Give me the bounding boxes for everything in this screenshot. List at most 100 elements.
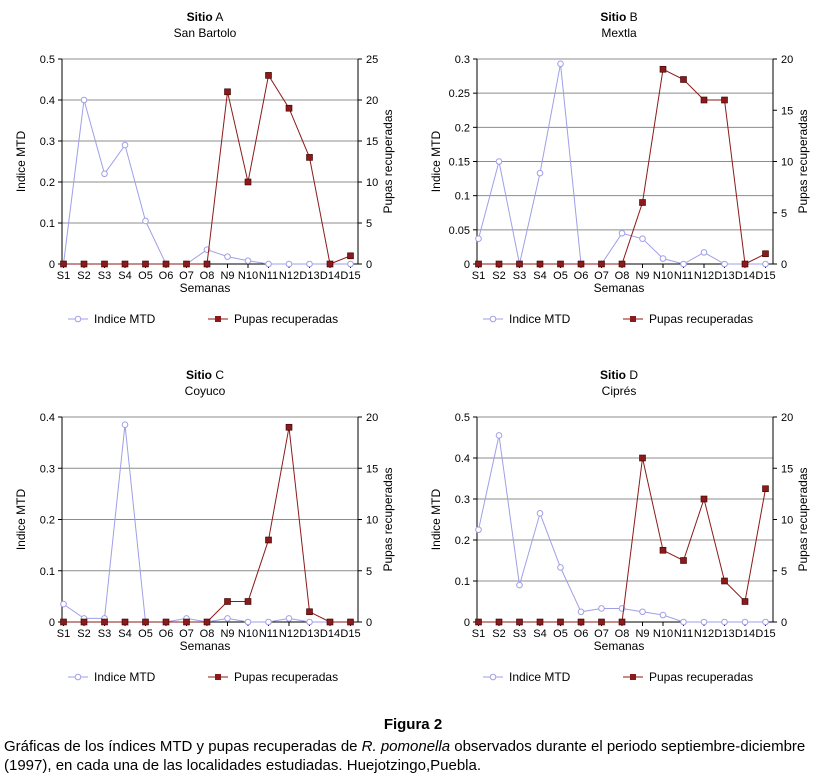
chart-c-x-tick-label: S4	[118, 628, 131, 640]
chart-b-legend-mtd-marker	[489, 315, 497, 323]
chart-d-pupas-point	[557, 618, 564, 626]
chart-c-x-tick-label: O5	[138, 628, 153, 640]
chart-b-title: Sitio B	[600, 10, 637, 24]
chart-a-pupas-point	[121, 260, 129, 268]
chart-a-pupas-point	[224, 88, 231, 96]
chart-d-mtd-point	[659, 611, 667, 619]
chart-b-x-tick-label: O7	[594, 270, 609, 282]
chart-b-subtitle: Mextla	[601, 26, 637, 40]
chart-a-mtd-point	[224, 253, 231, 260]
chart-d-title: Sitio D	[600, 368, 638, 382]
chart-a-x-tick-label: N12	[279, 270, 299, 282]
chart-d-left-tick-label: 0.1	[455, 576, 470, 588]
chart-d-right-tick-label: 20	[781, 412, 793, 424]
chart-b-pupas-point	[598, 260, 605, 268]
chart-c-x-tick-label: O6	[159, 628, 174, 640]
chart-c-x-tick-label: S1	[57, 628, 70, 640]
chart-b-right-tick-label: 15	[781, 105, 793, 117]
chart-c-legend-pupas-marker	[215, 674, 221, 680]
chart-c-mtd-point	[60, 600, 67, 608]
chart-a-x-tick-label: O8	[200, 270, 215, 282]
chart-b-left-tick-label: 0.05	[449, 225, 470, 237]
chart-a-x-tick-label: N10	[238, 270, 258, 282]
figure-caption: Figura 2 Gráficas de los índices MTD y p…	[4, 716, 822, 775]
chart-c-ylabel-left: Indice MTD	[14, 488, 28, 550]
chart-a-x-tick-label: S2	[77, 270, 90, 282]
chart-b-pupas-point	[577, 260, 585, 268]
chart-a-right-tick-label: 5	[366, 218, 372, 230]
chart-b-x-tick-label: S4	[533, 270, 546, 282]
chart-d-mtd-point	[475, 526, 482, 534]
chart-c-right-tick-label: 0	[366, 617, 372, 629]
chart-d-right-tick-label: 10	[781, 515, 793, 527]
chart-b-mtd-point	[495, 158, 503, 165]
chart-d-x-tick-label: N12	[694, 628, 714, 640]
chart-d-mtd-point	[680, 618, 687, 626]
chart-b-x-tick-label: N12	[694, 270, 714, 282]
chart-b-mtd-point	[557, 60, 564, 68]
chart-a-xlabel: Semanas	[180, 281, 231, 295]
chart-b-x-tick-label: D15	[755, 270, 775, 282]
chart-a-left-tick-label: 0	[49, 259, 55, 271]
chart-b-mtd-point	[680, 260, 687, 268]
chart-a-legend-pupas-marker	[215, 316, 221, 322]
chart-d-left-tick-label: 0.4	[455, 453, 470, 465]
chart-c-subtitle: Coyuco	[185, 384, 226, 398]
chart-c-left-tick-label: 0.1	[40, 566, 55, 578]
chart-d-x-tick-label: S3	[513, 628, 526, 640]
chart-d-pupas-point	[598, 618, 605, 626]
chart-d-mtd-point	[639, 608, 646, 616]
chart-d-mtd-point	[700, 618, 708, 626]
chart-a-legend-mtd-label: Indice MTD	[94, 312, 156, 326]
chart-b-pupas-point	[495, 260, 503, 268]
chart-d-title-letter: D	[626, 368, 638, 382]
chart-c-right-tick-label: 15	[366, 463, 378, 475]
chart-b-left-tick-label: 0.25	[449, 88, 470, 100]
chart-c-mtd-point	[285, 615, 293, 622]
chart-b-xlabel: Semanas	[594, 281, 645, 295]
chart-c: Sitio C Coyuco 0 0.1 0.2 0.3 0.4 0 5 10 15 20 S1 S2 S3…	[14, 368, 395, 684]
chart-d-title-word: Sitio	[600, 368, 626, 382]
chart-b-x-tick-label: O5	[553, 270, 568, 282]
chart-a-left-tick-label: 0.3	[40, 136, 55, 148]
chart-b-title-word: Sitio	[600, 10, 626, 24]
chart-a-legend-mtd-marker	[74, 315, 82, 323]
chart-a-left-tick-label: 0.5	[40, 54, 55, 66]
chart-d-pupas-point	[659, 546, 667, 554]
chart-d-pupas-point	[680, 557, 687, 564]
chart-b-mtd-point	[762, 260, 769, 268]
chart-c-left-tick-label: 0.4	[40, 412, 55, 424]
chart-d-pupas-point	[475, 618, 482, 626]
chart-a-pupas-point	[244, 178, 252, 186]
chart-c-pupas-point	[183, 618, 190, 626]
chart-c-x-tick-label: N11	[259, 628, 278, 640]
chart-b-pupas-point	[475, 260, 482, 268]
chart-b-x-tick-label: D14	[735, 270, 755, 282]
chart-b-x-tick-label: O8	[615, 270, 630, 282]
chart-d-left-tick-label: 0.3	[455, 494, 470, 506]
chart-a-x-tick-label: O5	[138, 270, 153, 282]
chart-c-pupas-point	[162, 618, 170, 626]
chart-a-mtd-point	[347, 260, 354, 268]
chart-d-mtd-point	[557, 564, 564, 571]
chart-b-x-tick-label: O6	[574, 270, 589, 282]
chart-b-pupas-point	[516, 260, 523, 268]
chart-a-mtd-point	[306, 260, 313, 268]
chart-b-x-tick-label: N9	[635, 270, 649, 282]
chart-d-right-tick-label: 0	[781, 617, 787, 629]
chart-c-right-tick-label: 10	[366, 515, 378, 527]
chart-c-pupas-point	[121, 618, 129, 626]
chart-b-ylabel-right: Pupas recuperadas	[796, 109, 810, 213]
chart-d-x-tick-label: S1	[472, 628, 485, 640]
caption-text-before: Gráficas de los índices MTD y pupas recu…	[4, 738, 362, 755]
chart-d-x-tick-label: O8	[615, 628, 630, 640]
chart-c-pupas-point	[101, 618, 108, 626]
chart-d-x-tick-label: O6	[574, 628, 589, 640]
chart-c-left-tick-label: 0.2	[40, 515, 55, 527]
chart-b-mtd-point	[721, 260, 728, 268]
chart-c-title: Sitio C	[186, 368, 224, 382]
chart-d-pupas-point	[762, 485, 769, 493]
chart-b-legend-pupas-label: Pupas recuperadas	[649, 312, 753, 326]
chart-c-xlabel: Semanas	[180, 639, 231, 653]
chart-a-x-tick-label: S1	[57, 270, 70, 282]
